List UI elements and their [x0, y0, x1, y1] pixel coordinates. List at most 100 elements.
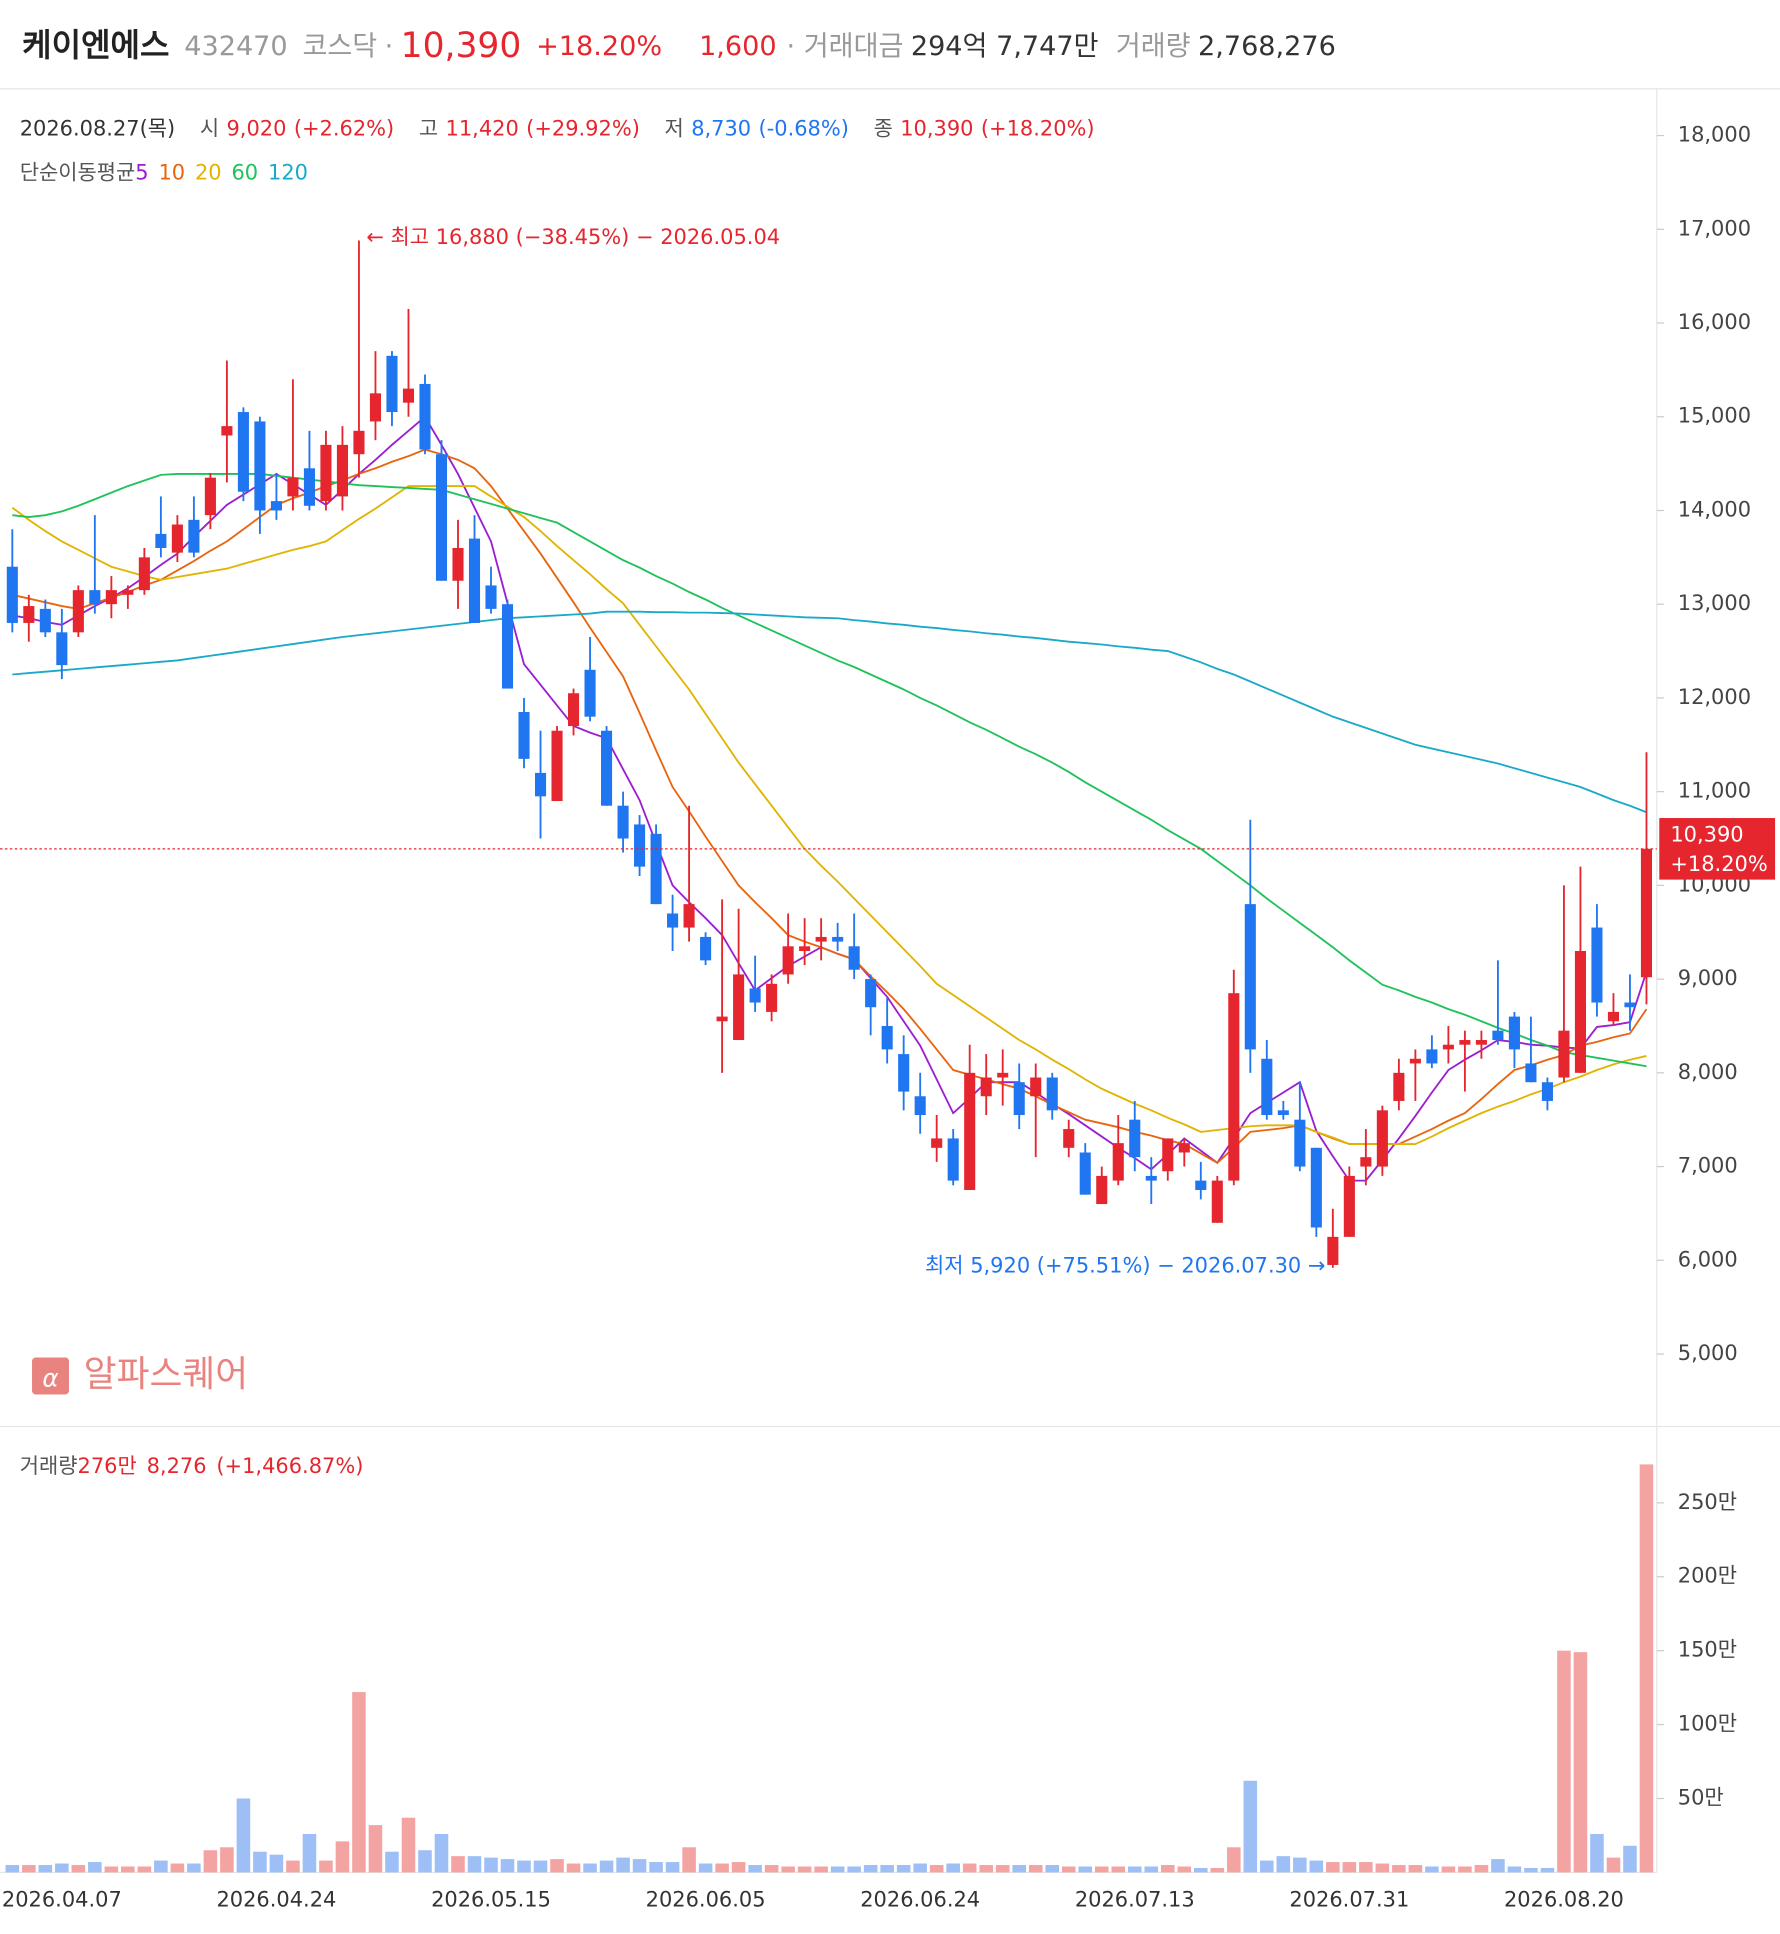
low-annotation: 최저 5,920 (+75.51%) − 2026.07.30 →: [925, 1254, 1325, 1278]
volume-bar: [1359, 1862, 1373, 1873]
change-pct: +18.20%: [536, 30, 662, 61]
candle-body: [964, 1072, 976, 1190]
volume-bar: [929, 1865, 944, 1873]
volume-bar: [1540, 1867, 1555, 1873]
stock-name: 케이엔에스: [22, 26, 169, 64]
volume-bar: [1606, 1857, 1621, 1873]
volume-bar: [269, 1854, 284, 1873]
volume-bar: [896, 1865, 911, 1873]
candle-body: [1129, 1119, 1141, 1158]
volume-bar: [1012, 1865, 1026, 1873]
stock-code: 432470: [184, 30, 287, 61]
candle-body: [23, 606, 35, 623]
y-tick-label: 11,000: [1678, 779, 1751, 803]
y-tick-label: 150만: [1678, 1638, 1737, 1662]
volume-bar: [1441, 1866, 1456, 1873]
price-tag-change: +18.20%: [1670, 852, 1767, 876]
watermark-icon: α: [32, 1357, 69, 1395]
candle-body: [518, 711, 530, 759]
candle-body: [155, 533, 167, 548]
volume-bar: [286, 1860, 300, 1873]
candle-body: [1360, 1157, 1372, 1167]
volume-bar: [698, 1863, 713, 1873]
y-tick-label: 50만: [1678, 1785, 1724, 1809]
candle-body: [452, 547, 464, 581]
volume-bar: [863, 1865, 878, 1873]
candle-body: [667, 913, 679, 928]
candle-body: [567, 693, 580, 727]
candle-body: [1178, 1143, 1190, 1153]
volume-bar: [1342, 1862, 1357, 1873]
candle-body: [468, 538, 481, 623]
candle-body: [6, 566, 18, 623]
volume-bar: [715, 1863, 729, 1873]
volume-bar: [682, 1847, 696, 1873]
candle-body: [402, 388, 415, 403]
volume-bar: [649, 1862, 663, 1873]
volume-bar: [1276, 1856, 1291, 1873]
volume-bar: [814, 1866, 828, 1873]
candle-body: [1442, 1044, 1454, 1050]
turnover-label: · 거래대금: [787, 30, 904, 61]
volume-bar: [1243, 1780, 1258, 1873]
candle-body: [270, 501, 282, 511]
candle-body: [634, 824, 646, 867]
candle-body: [1277, 1110, 1289, 1116]
volume-bar: [319, 1860, 333, 1873]
candle-body: [1624, 1002, 1636, 1008]
candle-body: [881, 1025, 893, 1050]
x-tick-label: 2026.08.20: [1504, 1888, 1624, 1912]
y-tick-label: 5,000: [1678, 1341, 1738, 1365]
volume-bar: [467, 1856, 482, 1873]
candle-body: [1591, 927, 1603, 1003]
info-change: (-0.68%): [759, 116, 849, 140]
candle-body: [947, 1138, 959, 1181]
volume-bar: [302, 1833, 317, 1873]
volume-bar: [352, 1692, 366, 1873]
candle-body: [353, 430, 365, 455]
volume-bar: [385, 1851, 399, 1873]
candle-body: [171, 524, 183, 553]
y-tick-label: 17,000: [1678, 216, 1751, 240]
price: 10,390: [401, 25, 522, 65]
high-annotation: ← 최고 16,880 (−38.45%) − 2026.05.04: [366, 225, 780, 249]
volume-bar: [220, 1847, 234, 1873]
volume-bar: [830, 1866, 845, 1873]
volume-bar: [599, 1860, 614, 1873]
volume-bar: [1127, 1866, 1142, 1873]
volume-bar: [847, 1866, 861, 1873]
volume-bar: [781, 1866, 795, 1873]
candle-body: [435, 454, 448, 581]
candle-body: [39, 608, 51, 633]
candle-body: [204, 477, 216, 516]
volume-bar: [22, 1865, 36, 1873]
volume-bar: [1326, 1862, 1340, 1873]
volume-bar: [253, 1851, 267, 1873]
volume-bar: [1111, 1866, 1126, 1873]
svg-text:α: α: [42, 1364, 58, 1393]
volume: 2,768,276: [1198, 30, 1336, 61]
info-label: 종: [874, 116, 893, 140]
candle-body: [188, 519, 200, 553]
volume-bar: [1458, 1866, 1472, 1873]
candle-body: [1426, 1049, 1438, 1064]
volume-bar: [1293, 1857, 1307, 1873]
y-tick-label: 18,000: [1678, 123, 1751, 147]
candle-body: [1574, 950, 1586, 1073]
candle-body: [914, 1096, 926, 1116]
volume-bar: [484, 1857, 498, 1873]
volume-bar: [170, 1863, 185, 1873]
volume-bar: [1392, 1865, 1406, 1873]
candle-body: [1244, 904, 1256, 1050]
ohlc-info: 2026.08.27(목) 시 9,020 (+2.62%) 고 11,420 (+29.9…: [20, 116, 1095, 140]
y-tick-label: 7,000: [1678, 1154, 1738, 1178]
candle-body: [89, 590, 101, 605]
candle-body: [1261, 1058, 1273, 1116]
volume-bar: [632, 1859, 647, 1873]
legend-entry: 10: [158, 161, 185, 185]
volume-bar: [335, 1841, 350, 1873]
candle-body: [320, 444, 332, 502]
candle-body: [700, 936, 712, 961]
volume-bar: [1260, 1860, 1274, 1873]
info-label: 시: [200, 116, 219, 140]
